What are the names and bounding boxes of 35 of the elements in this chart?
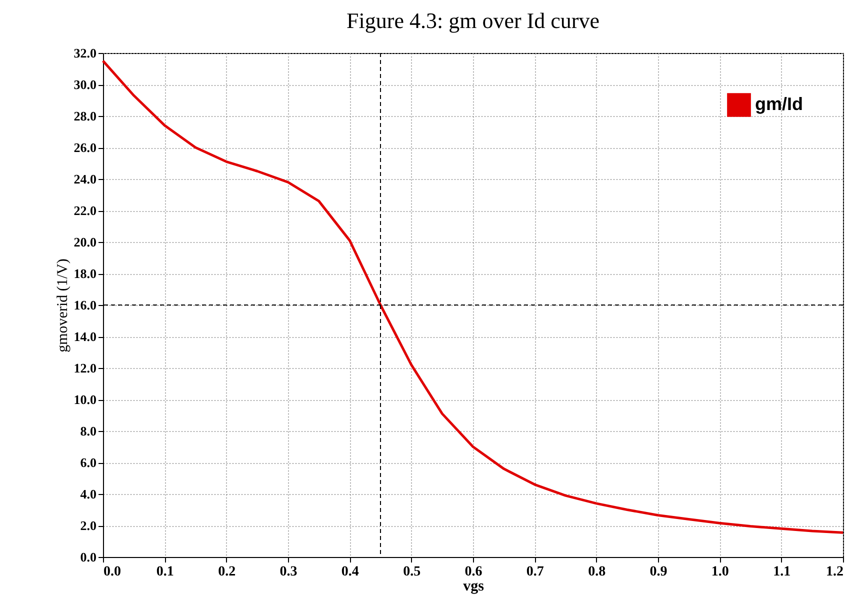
line-series — [102, 60, 844, 534]
x-tick-label: 0.6 — [464, 564, 482, 580]
y-tick-label: 30.0 — [74, 77, 96, 92]
x-tick-label: 0.1 — [156, 564, 174, 580]
y-tick-label: 16.0 — [74, 298, 96, 312]
y-tick-label: 0.0 — [80, 550, 96, 564]
y-tick-label: 8.0 — [80, 424, 96, 438]
y-tick-label: 10.0 — [74, 392, 96, 407]
x-tick-label: 0.9 — [650, 564, 668, 580]
x-tick-label: 0.7 — [526, 564, 544, 580]
x-tick-label: 0.2 — [218, 564, 236, 580]
x-tick-label: 0.5 — [403, 564, 421, 580]
y-tick-label: 6.0 — [80, 455, 96, 470]
y-tick-label: 24.0 — [74, 172, 96, 186]
y-tick-label: 20.0 — [74, 234, 96, 250]
y-tick-label: 4.0 — [80, 486, 96, 502]
chart-title: Figure 4.3: gm over Id curve — [346, 8, 600, 33]
x-tick-label: 0.4 — [341, 564, 359, 580]
x-tick-label: 0.3 — [280, 564, 298, 580]
x-tick-label: 1.0 — [711, 564, 729, 580]
y-tick-label: 2.0 — [80, 518, 96, 533]
x-tick-label: 0.0 — [104, 564, 121, 580]
legend-label: gm/Id — [755, 94, 803, 114]
y-tick-label: 18.0 — [74, 266, 96, 281]
y-tick-label: 14.0 — [74, 329, 96, 344]
y-tick-label: 28.0 — [74, 108, 96, 124]
x-tick-label: 0.8 — [588, 564, 606, 580]
x-tick-label: 1.1 — [773, 564, 791, 580]
y-tick-label: 22.0 — [74, 203, 96, 218]
y-tick-label: 32.0 — [74, 46, 96, 60]
x-axis-title: vgs — [463, 578, 484, 594]
y-axis-title: gmoverid (1/V) — [54, 258, 71, 352]
x-tick-label: 1.2 — [826, 564, 844, 580]
y-tick-label: 12.0 — [74, 360, 96, 376]
y-tick-label: 26.0 — [74, 140, 96, 155]
